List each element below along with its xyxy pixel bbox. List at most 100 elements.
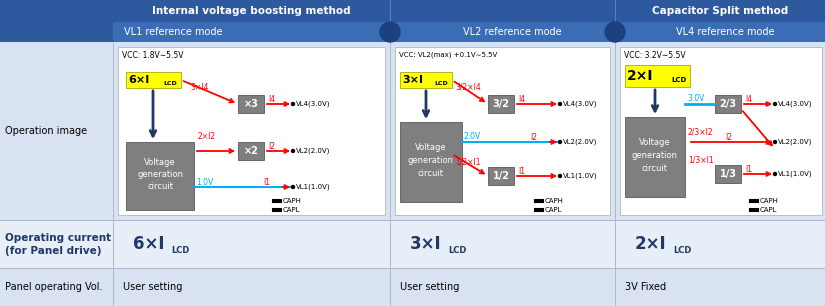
Text: 3/2: 3/2 xyxy=(493,99,510,109)
Text: CAPH: CAPH xyxy=(760,198,779,204)
Circle shape xyxy=(605,22,625,42)
Text: VL2(2.0V): VL2(2.0V) xyxy=(563,139,597,145)
Text: 2/3×I2: 2/3×I2 xyxy=(688,128,714,136)
Text: I2: I2 xyxy=(725,132,732,141)
Circle shape xyxy=(559,140,562,144)
Bar xyxy=(0,0,825,22)
Text: 3/2×I4: 3/2×I4 xyxy=(455,83,481,91)
Bar xyxy=(625,117,685,197)
Text: 6×I: 6×I xyxy=(128,75,149,85)
Circle shape xyxy=(774,173,776,176)
Circle shape xyxy=(291,150,295,152)
Text: 1/2×I1: 1/2×I1 xyxy=(455,158,480,166)
Text: 3V Fixed: 3V Fixed xyxy=(625,282,666,292)
Text: VL2(2.0V): VL2(2.0V) xyxy=(296,148,330,154)
Text: VL1(1.0V): VL1(1.0V) xyxy=(778,171,813,177)
Text: VL1(1.0V): VL1(1.0V) xyxy=(563,173,597,179)
Bar xyxy=(238,95,264,113)
Text: VCC: 3.2V∼5.5V: VCC: 3.2V∼5.5V xyxy=(624,50,686,59)
Text: CAPL: CAPL xyxy=(545,207,563,213)
Text: 1/3×I1: 1/3×I1 xyxy=(688,155,714,165)
Bar xyxy=(389,268,390,306)
Text: VCC: 1.8V∼5.5V: VCC: 1.8V∼5.5V xyxy=(122,50,183,59)
Text: LCD: LCD xyxy=(163,80,177,85)
Bar xyxy=(0,22,825,42)
Text: CAPH: CAPH xyxy=(545,198,563,204)
Text: VL1(1.0V): VL1(1.0V) xyxy=(296,184,331,190)
Text: Voltage: Voltage xyxy=(415,143,447,151)
Text: circuit: circuit xyxy=(147,181,173,191)
Text: I2: I2 xyxy=(530,132,537,141)
Text: 2.0V: 2.0V xyxy=(464,132,481,140)
Text: VL2 reference mode: VL2 reference mode xyxy=(463,27,562,37)
Text: 2×I: 2×I xyxy=(635,235,667,253)
Text: I2: I2 xyxy=(268,141,275,151)
Text: generation: generation xyxy=(632,151,678,159)
Text: 6×I: 6×I xyxy=(133,235,164,253)
Text: Operating current: Operating current xyxy=(5,233,111,243)
Text: NEW: NEW xyxy=(381,29,399,35)
Bar xyxy=(620,47,822,215)
Bar xyxy=(400,72,452,88)
Bar xyxy=(0,220,825,221)
Bar xyxy=(400,122,462,202)
Text: (for Panel drive): (for Panel drive) xyxy=(5,246,101,256)
Text: User setting: User setting xyxy=(123,282,182,292)
Text: 2×I: 2×I xyxy=(627,69,653,83)
Text: I1: I1 xyxy=(745,165,752,174)
Circle shape xyxy=(291,185,295,188)
Bar xyxy=(715,95,741,113)
Circle shape xyxy=(774,103,776,106)
Bar xyxy=(112,268,114,306)
Text: CAPL: CAPL xyxy=(760,207,777,213)
Bar xyxy=(395,47,610,215)
Text: 3×I: 3×I xyxy=(402,75,423,85)
Text: VL1 reference mode: VL1 reference mode xyxy=(124,27,222,37)
Circle shape xyxy=(559,103,562,106)
Circle shape xyxy=(380,22,400,42)
Text: Internal voltage boosting method: Internal voltage boosting method xyxy=(152,6,351,16)
Text: I4: I4 xyxy=(518,95,526,103)
Bar xyxy=(126,72,181,88)
Text: circuit: circuit xyxy=(418,169,444,177)
Text: VCC: VL2(max) +0.1V∼5.5V: VCC: VL2(max) +0.1V∼5.5V xyxy=(399,52,497,58)
Circle shape xyxy=(559,174,562,177)
Bar xyxy=(126,142,194,210)
Bar xyxy=(0,220,825,268)
Text: Voltage: Voltage xyxy=(144,158,176,166)
Text: 2/3: 2/3 xyxy=(719,99,737,109)
Bar xyxy=(112,220,114,268)
Text: Voltage: Voltage xyxy=(639,137,671,147)
Text: NEW: NEW xyxy=(606,29,625,35)
Text: Capacitor Split method: Capacitor Split method xyxy=(652,6,788,16)
Text: I1: I1 xyxy=(263,177,270,186)
Text: VL2(2.0V): VL2(2.0V) xyxy=(778,139,813,145)
Text: 3×I: 3×I xyxy=(410,235,441,253)
Text: Operation image: Operation image xyxy=(5,126,87,136)
Text: 3.0V: 3.0V xyxy=(687,94,705,103)
Text: generation: generation xyxy=(137,170,183,178)
Circle shape xyxy=(291,103,295,106)
Bar xyxy=(0,22,113,42)
Bar xyxy=(715,165,741,183)
Text: circuit: circuit xyxy=(642,163,668,173)
Bar xyxy=(112,42,114,220)
Text: LCD: LCD xyxy=(434,80,448,85)
Circle shape xyxy=(774,140,776,144)
Text: LCD: LCD xyxy=(448,245,466,255)
Text: User setting: User setting xyxy=(400,282,460,292)
Bar xyxy=(625,65,690,87)
Text: VL4(3.0V): VL4(3.0V) xyxy=(563,101,597,107)
Text: ×3: ×3 xyxy=(243,99,258,109)
Bar xyxy=(0,268,825,306)
Text: VL4(3.0V): VL4(3.0V) xyxy=(296,101,331,107)
Bar xyxy=(0,42,113,220)
Text: CAPL: CAPL xyxy=(283,207,300,213)
Bar xyxy=(488,95,514,113)
Bar xyxy=(0,268,825,269)
Text: LCD: LCD xyxy=(673,245,691,255)
Text: 2×I2: 2×I2 xyxy=(198,132,216,140)
Text: generation: generation xyxy=(408,155,454,165)
Text: 1/2: 1/2 xyxy=(493,171,510,181)
Text: CAPH: CAPH xyxy=(283,198,302,204)
